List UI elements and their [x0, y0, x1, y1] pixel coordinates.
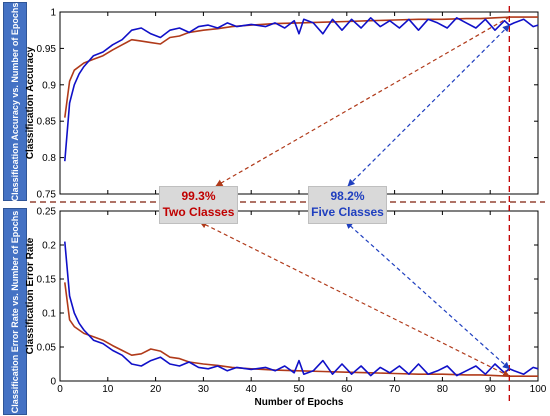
x-tick-label: 80: [437, 384, 449, 395]
top-side-band: Classification Accuracy vs. Number of Ep…: [3, 2, 27, 201]
two-classes-label-box: 99.3% Two Classes: [159, 186, 238, 224]
y-tick-label: 0.05: [37, 343, 57, 354]
plot-1: 0 0.05 0.1 0.15 0.2 0.25 0 10 20 30 40 50 60 70 80 90 10…: [25, 205, 547, 408]
x-tick-label: 60: [341, 384, 353, 395]
y-tick-label: 0.95: [37, 44, 57, 55]
series-line-five: [64, 16, 539, 162]
x-tick-label: 90: [485, 384, 497, 395]
two-classes-label: Two Classes: [162, 205, 235, 219]
y-axis-label: Classification Accuracy: [25, 46, 36, 159]
x-tick-label: 70: [389, 384, 401, 395]
x-tick-label: 50: [293, 384, 305, 395]
y-tick-label: 0.75: [37, 190, 57, 201]
y-tick-label: 0.25: [37, 207, 57, 218]
plot-0: 0.75 0.8 0.85 0.9 0.95 1 Classification Accura…: [25, 6, 539, 214]
y-tick-label: 1: [50, 8, 56, 19]
x-tick-label: 20: [150, 384, 162, 395]
arrow-five-classes-bottom: [345, 221, 510, 370]
x-axis-label: Number of Epochs: [255, 397, 344, 408]
x-tick-label: 30: [198, 384, 210, 395]
five-classes-accuracy: 98.2%: [330, 189, 365, 203]
two-classes-accuracy: 99.3%: [181, 189, 216, 203]
five-classes-label: Five Classes: [311, 205, 384, 219]
five-classes-label-box: 98.2% Five Classes: [308, 186, 387, 224]
y-tick-label: 0.9: [42, 80, 56, 91]
x-tick-label: 0: [57, 384, 63, 395]
y-tick-label: 0.2: [42, 241, 56, 252]
y-tick-label: 0.15: [37, 275, 57, 286]
x-tick-label: 100: [530, 384, 547, 395]
bottom-side-band: Classification Error Rate vs. Number of …: [3, 208, 27, 415]
x-tick-label: 40: [246, 384, 258, 395]
y-tick-label: 0.85: [37, 117, 57, 128]
y-tick-label: 0.8: [42, 153, 56, 164]
y-axis-label: Classification Error Rate: [25, 237, 36, 354]
y-tick-label: 0.1: [42, 309, 56, 320]
x-tick-label: 10: [102, 384, 114, 395]
arrow-five-classes-top: [347, 24, 510, 187]
y-tick-label: 0: [50, 377, 56, 388]
